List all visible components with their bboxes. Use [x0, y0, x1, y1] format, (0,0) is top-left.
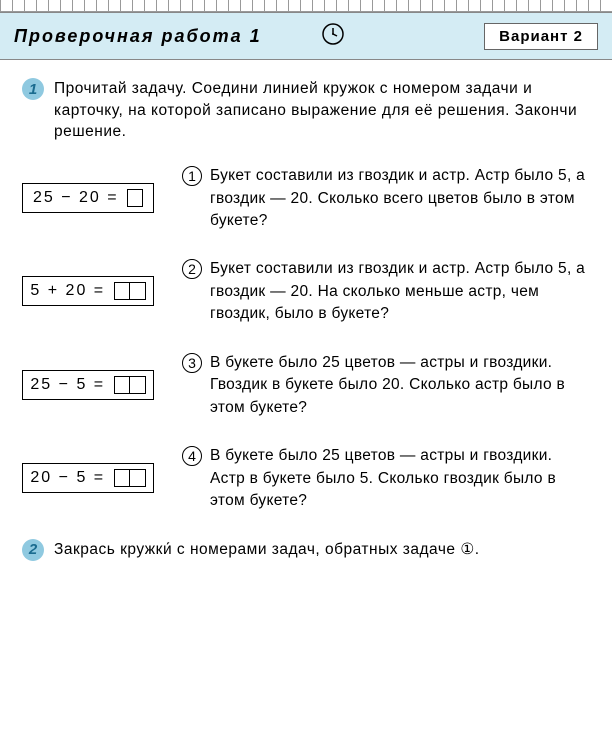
- problem-4: 4 В букете было 25 цветов — астры и гвоз…: [182, 445, 590, 512]
- problem-row-3: 25 − 5 = 3 В букете было 25 цветов — аст…: [22, 352, 590, 419]
- problems-list: 25 − 20 = 1 Букет составили из гвоздик и…: [22, 165, 590, 513]
- task-2-badge: 2: [22, 539, 44, 561]
- problem-1-number: 1: [182, 166, 202, 186]
- content-area: 1 Прочитай задачу. Соедини линией кружок…: [0, 60, 612, 579]
- problem-2-text: Букет составили из гвоздик и астр. Астр …: [210, 258, 590, 325]
- task-2: 2 Закрась кружки́ с номерами задач, обра…: [22, 539, 590, 561]
- problem-row-1: 25 − 20 = 1 Букет составили из гвоздик и…: [22, 165, 590, 232]
- expression-2: 5 + 20 =: [30, 282, 145, 300]
- problem-2-number: 2: [182, 259, 202, 279]
- answer-box[interactable]: [127, 189, 143, 207]
- expression-box-4: 20 − 5 =: [22, 463, 154, 493]
- answer-box[interactable]: [114, 376, 146, 394]
- problem-row-4: 20 − 5 = 4 В букете было 25 цветов — аст…: [22, 445, 590, 512]
- task-1-badge: 1: [22, 78, 44, 100]
- expression-4: 20 − 5 =: [30, 469, 145, 487]
- top-ruler: [0, 0, 612, 12]
- header: Проверочная работа 1 Вариант 2: [0, 12, 612, 60]
- problem-3: 3 В букете было 25 цветов — астры и гвоз…: [182, 352, 590, 419]
- problem-3-number: 3: [182, 353, 202, 373]
- problem-3-text: В букете было 25 цветов — астры и гвозди…: [210, 352, 590, 419]
- variant-label: Вариант 2: [484, 23, 598, 50]
- task-2-text: Закрась кружки́ с номерами задач, обратн…: [54, 539, 480, 561]
- expression-box-3: 25 − 5 =: [22, 370, 154, 400]
- clock-icon: [321, 22, 345, 51]
- page-title: Проверочная работа 1: [14, 26, 262, 47]
- answer-box[interactable]: [114, 282, 146, 300]
- answer-box[interactable]: [114, 469, 146, 487]
- expression-3: 25 − 5 =: [30, 376, 145, 394]
- expression-box-1: 25 − 20 =: [22, 183, 154, 213]
- problem-1: 1 Букет составили из гвоздик и астр. Аст…: [182, 165, 590, 232]
- problem-1-text: Букет составили из гвоздик и астр. Астр …: [210, 165, 590, 232]
- expression-1: 25 − 20 =: [33, 189, 143, 207]
- problem-2: 2 Букет составили из гвоздик и астр. Аст…: [182, 258, 590, 325]
- problem-4-number: 4: [182, 446, 202, 466]
- problem-4-text: В букете было 25 цветов — астры и гвозди…: [210, 445, 590, 512]
- task-1-text: Прочитай задачу. Соедини линией кружок с…: [54, 78, 590, 143]
- problem-row-2: 5 + 20 = 2 Букет составили из гвоздик и …: [22, 258, 590, 325]
- expression-box-2: 5 + 20 =: [22, 276, 154, 306]
- task-1-intro: 1 Прочитай задачу. Соедини линией кружок…: [22, 78, 590, 143]
